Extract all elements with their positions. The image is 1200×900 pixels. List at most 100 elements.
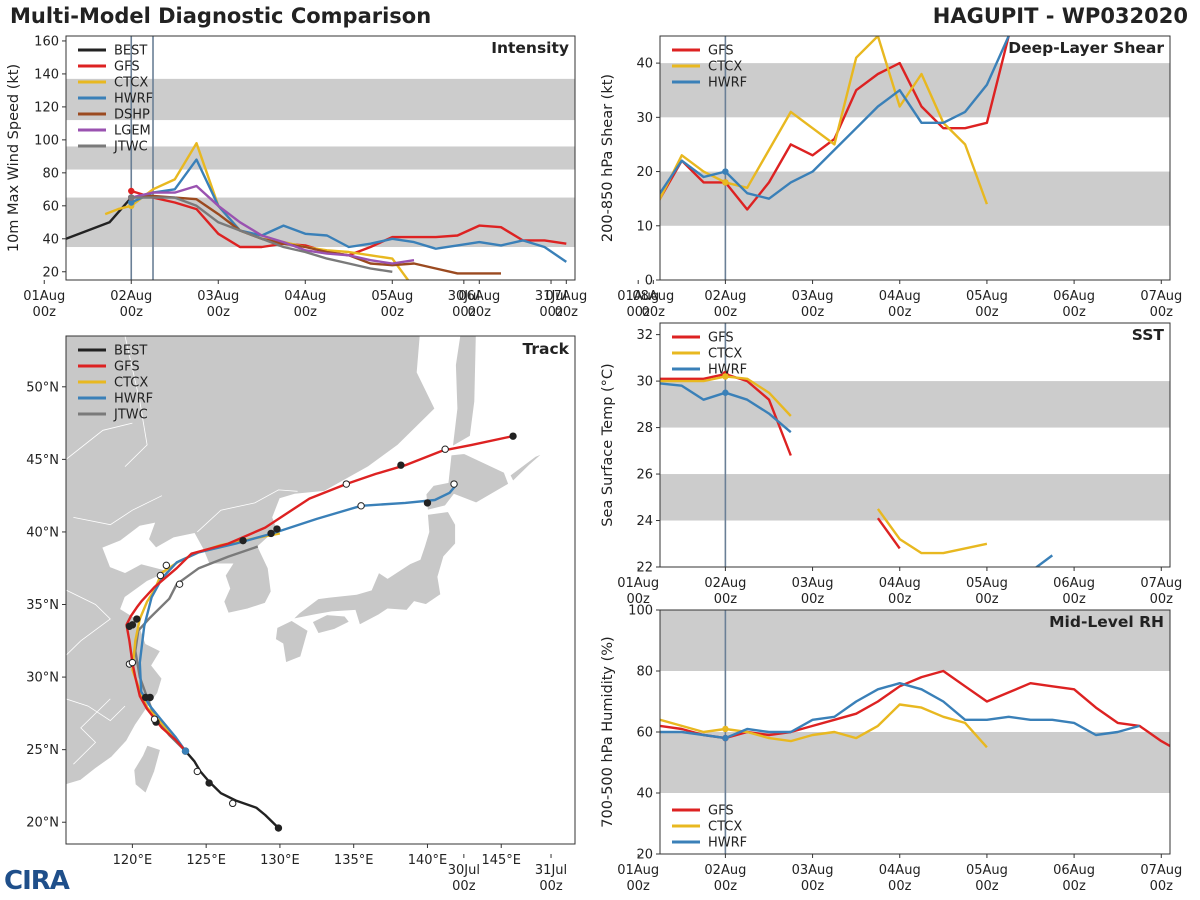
series-rh-ctcx: [660, 703, 988, 749]
xtick-label-intensity: 00z: [120, 305, 144, 320]
series-group-sst: [660, 370, 1054, 567]
border-line-0: [197, 489, 298, 533]
page-title: Multi-Model Diagnostic Comparison: [10, 4, 432, 28]
legend-label-sst: CTCX: [708, 347, 742, 362]
series-shear-ctcx: [660, 36, 989, 205]
legend-label-rh: HWRF: [708, 836, 747, 851]
xtick-label-sst: 04Aug: [879, 576, 921, 591]
track-gfs: [125, 434, 514, 752]
xtick-label-rh: 02Aug: [704, 863, 746, 878]
band-rh-0: [660, 732, 1170, 793]
xtick-label-sst: 01Aug: [617, 576, 659, 591]
legend-label-track: JTWC: [113, 408, 148, 423]
init-dot-shear-ctcx: [722, 179, 729, 186]
ytick-label-intensity: 140: [34, 67, 59, 82]
xtick-label-intensity: 05Aug: [371, 289, 413, 304]
track-position-marker: [441, 445, 449, 453]
xtick-label-intensity: 01Aug: [23, 289, 65, 304]
track-position-marker: [150, 715, 159, 723]
ytick-label-shear: 40: [636, 57, 653, 72]
track-map: [66, 336, 575, 844]
legend-label-rh: GFS: [708, 804, 734, 819]
init-dot-rh-ctcx: [722, 725, 729, 733]
ytick-label-rh: 80: [636, 665, 653, 680]
track-position-marker: [128, 658, 137, 667]
frame-sst: [659, 322, 1171, 568]
track-position-marker: [267, 529, 275, 538]
xtick-label-sst: 03Aug: [792, 576, 834, 591]
track-position-marker: [193, 767, 202, 776]
land-kuril-iturup: [509, 453, 543, 482]
xtick-label-rh: 06Aug: [1053, 863, 1095, 878]
ytick-label-shear: 0: [645, 274, 653, 289]
band-shear-1: [660, 63, 1170, 118]
xtick-label-shear: 06Aug: [1053, 289, 1095, 304]
ytick-label-shear: 30: [636, 111, 653, 126]
xtick-label-intensity: 00z: [294, 305, 318, 320]
ytick-label-intensity: 120: [34, 100, 59, 115]
series-sst-hwrf: [660, 382, 1054, 567]
xtick-label-shear: 00z: [452, 305, 476, 320]
series-shear-hwrf: [660, 36, 1010, 200]
xtick-label-rh: 04Aug: [879, 863, 921, 878]
ytick-label-sst: 26: [636, 468, 653, 483]
legend-label-track: CTCX: [114, 376, 148, 391]
legend-label-intensity: GFS: [114, 60, 140, 75]
panel-title-intensity: Intensity: [491, 39, 569, 57]
series-intensity-hwrf: [130, 158, 567, 263]
legend-label-sst: HWRF: [708, 363, 747, 378]
xtick-label-shear: 31Jul: [535, 289, 567, 304]
series-intensity-lgem: [131, 184, 415, 265]
series-sst-ctcx: [660, 375, 988, 555]
track-position-marker: [509, 432, 517, 440]
panel-shear: 01020304030Jul00z31Jul00z01Aug00z02Aug00…: [448, 35, 1182, 320]
series-sst-gfs: [660, 372, 901, 550]
ytick-label-shear: 20: [636, 165, 653, 180]
xtick-label-intensity: 00z: [33, 305, 57, 320]
legend-label-rh: CTCX: [708, 820, 742, 835]
xtick-label-rh: 05Aug: [966, 863, 1008, 878]
storm-title: HAGUPIT - WP032020: [932, 4, 1188, 28]
ytick-label-track: 20°N: [26, 816, 59, 831]
xtick-label-shear: 00z: [801, 305, 825, 320]
border-line-4: [66, 589, 111, 656]
ytick-label-sst: 32: [636, 328, 653, 343]
track-position-marker: [162, 561, 171, 570]
series-rh-hwrf: [660, 682, 1140, 740]
legend-label-shear: GFS: [708, 44, 734, 59]
land-sakhalin: [452, 336, 477, 448]
ylabel-rh: 700-500 hPa Humidity (%): [600, 636, 616, 827]
cira-logo: CIRA: [4, 866, 70, 896]
track-position-marker: [397, 461, 405, 469]
border-line-3: [73, 495, 163, 526]
xtick-label-intensity: 00z: [207, 305, 231, 320]
xtick-label-track: 145°E: [481, 853, 521, 868]
xtick-label-shear: 00z: [1150, 305, 1174, 320]
legend-label-intensity: BEST: [114, 44, 147, 59]
xtick-label-rh: 00z: [627, 879, 651, 894]
xtick-label-shear: 30Jul: [448, 289, 480, 304]
land-asia-mainland: [66, 336, 436, 785]
legend-label-intensity: DSHP: [114, 108, 150, 123]
xtick-label-sst: 07Aug: [1140, 576, 1182, 591]
xtick-label-sst: 06Aug: [1053, 576, 1095, 591]
init-dot-shear-hwrf: [722, 168, 729, 175]
xtick-label-intensity: 06Aug: [458, 289, 500, 304]
init-dot-intensity-gfs: [128, 187, 135, 195]
legend-label-track: GFS: [114, 360, 140, 375]
legend-label-intensity: JTWC: [113, 140, 148, 155]
xtick-label-rh: 00z: [801, 879, 825, 894]
legend-label-intensity: CTCX: [114, 76, 148, 91]
ytick-label-sst: 30: [636, 375, 653, 390]
track-position-marker: [229, 799, 237, 808]
frame-intensity: [65, 35, 576, 281]
panel-title-sst: SST: [1132, 326, 1165, 344]
ytick-label-track: 30°N: [26, 671, 59, 686]
ytick-label-sst: 22: [636, 561, 653, 576]
xtick-label-intensity: 07Aug: [545, 289, 587, 304]
xtick-label-intensity: 00z: [555, 305, 579, 320]
xtick-label-sst: 00z: [627, 592, 651, 607]
xtick-label-intensity: 00z: [642, 305, 666, 320]
init-dot-intensity-jtwc: [128, 194, 135, 201]
